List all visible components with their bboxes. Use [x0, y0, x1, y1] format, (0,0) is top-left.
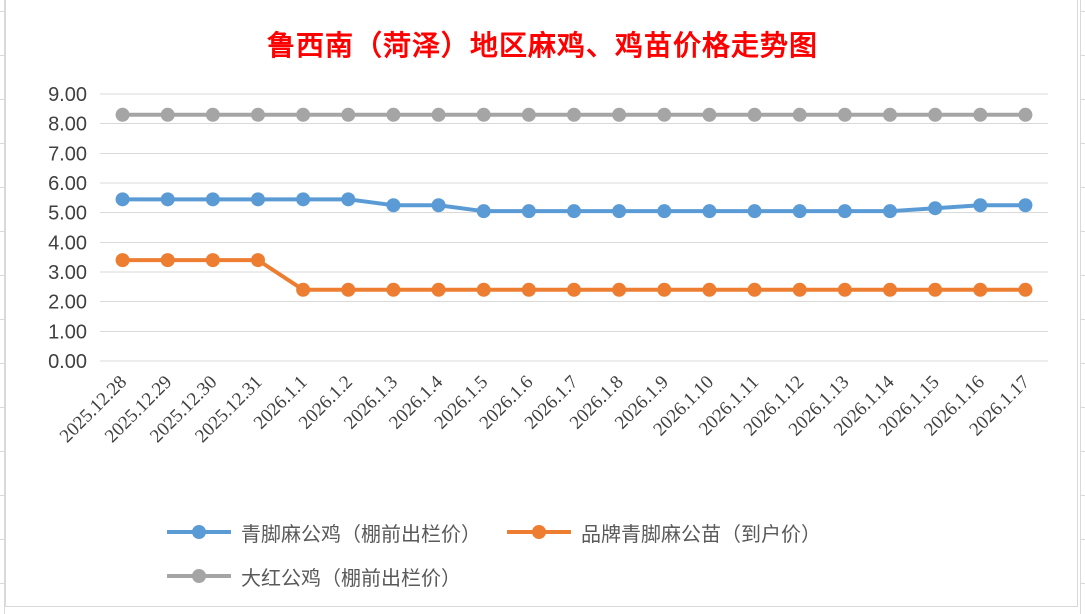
y-axis-tick-label: 4.00: [48, 232, 87, 254]
legend-label: 青脚麻公鸡（棚前出栏价）: [241, 523, 481, 546]
chart-panel: [5, 0, 1078, 607]
series-0-marker: [612, 204, 627, 219]
y-axis-tick-label: 6.00: [48, 173, 87, 195]
series-2-marker: [386, 107, 401, 122]
series-1-marker: [115, 253, 130, 268]
legend-label: 品牌青脚麻公苗（到户价）: [581, 523, 821, 546]
series-1-marker: [205, 253, 220, 268]
y-axis-tick-label: 9.00: [48, 84, 87, 106]
series-0-marker: [115, 192, 130, 207]
series-2-marker: [431, 107, 446, 122]
legend-line-marker-icon: [167, 569, 231, 583]
legend-item-0[interactable]: 青脚麻公鸡（棚前出栏价）: [167, 514, 481, 550]
series-1-marker: [567, 282, 581, 297]
series-1-marker: [476, 282, 491, 297]
worksheet-gridlines-right: [1080, 0, 1085, 614]
series-1-marker: [160, 253, 175, 268]
series-1-marker: [928, 282, 943, 297]
series-0-marker: [205, 192, 220, 207]
series-0-marker: [883, 204, 897, 219]
series-1-marker: [973, 282, 988, 297]
series-0-marker: [973, 198, 988, 213]
series-1-marker: [341, 282, 356, 297]
chart-legend: 青脚麻公鸡（棚前出栏价） 品牌青脚麻公苗（到户价） 大红公鸡（棚前出栏价）: [167, 514, 937, 594]
series-0-marker: [837, 204, 852, 219]
series-1-marker: [792, 282, 807, 297]
series-1-marker: [837, 282, 852, 297]
series-2-marker: [160, 107, 175, 122]
series-2-marker: [973, 107, 988, 122]
legend-line-marker-icon: [507, 525, 571, 539]
series-1-marker: [251, 253, 265, 268]
series-2-marker: [205, 107, 220, 122]
y-axis-tick-label: 3.00: [48, 262, 87, 284]
legend-label: 大红公鸡（棚前出栏价）: [241, 567, 461, 590]
series-2-marker: [747, 107, 762, 122]
series-2-marker: [296, 107, 311, 122]
series-2-marker: [567, 107, 581, 122]
series-1-marker: [296, 282, 311, 297]
series-0-marker: [521, 204, 536, 219]
series-1-marker: [747, 282, 762, 297]
y-axis-tick-label: 0.00: [48, 351, 87, 373]
series-0-marker: [1018, 198, 1033, 213]
series-0-marker: [747, 204, 762, 219]
legend-line-marker-icon: [167, 525, 231, 539]
series-1-marker: [431, 282, 446, 297]
y-axis-tick-label: 5.00: [48, 203, 87, 225]
series-2-marker: [702, 107, 717, 122]
y-axis-tick-label: 2.00: [48, 292, 87, 314]
series-0-marker: [431, 198, 446, 213]
series-0-marker: [792, 204, 807, 219]
series-0-marker: [341, 192, 356, 207]
legend-item-2[interactable]: 大红公鸡（棚前出栏价）: [167, 558, 461, 594]
series-2-marker: [521, 107, 536, 122]
series-2-marker: [251, 107, 265, 122]
series-0-marker: [160, 192, 175, 207]
series-1-marker: [612, 282, 627, 297]
series-2-marker: [792, 107, 807, 122]
y-axis-tick-label: 8.00: [48, 114, 87, 136]
series-2-marker: [115, 107, 130, 122]
series-1-marker: [657, 282, 672, 297]
series-0-marker: [476, 204, 491, 219]
series-0-marker: [251, 192, 265, 207]
y-axis-tick-label: 7.00: [48, 143, 87, 165]
series-0-marker: [567, 204, 581, 219]
series-2-marker: [928, 107, 943, 122]
series-0-marker: [702, 204, 717, 219]
legend-item-1[interactable]: 品牌青脚麻公苗（到户价）: [507, 514, 821, 550]
series-1-marker: [1018, 282, 1033, 297]
worksheet-gridlines-left: [0, 0, 5, 614]
series-0-marker: [928, 201, 943, 216]
series-1-marker: [386, 282, 401, 297]
series-2-marker: [657, 107, 672, 122]
series-2-marker: [341, 107, 356, 122]
series-2-marker: [476, 107, 491, 122]
series-2-marker: [1018, 107, 1033, 122]
series-2-marker: [883, 107, 897, 122]
series-0-marker: [386, 198, 401, 213]
series-1-marker: [883, 282, 897, 297]
series-0-marker: [296, 192, 311, 207]
series-0-marker: [657, 204, 672, 219]
y-axis-tick-label: 1.00: [48, 321, 87, 343]
series-1-marker: [702, 282, 717, 297]
chart-title: 鲁西南（菏泽）地区麻鸡、鸡苗价格走势图: [266, 31, 818, 62]
series-1-marker: [521, 282, 536, 297]
series-2-marker: [837, 107, 852, 122]
series-2-marker: [612, 107, 627, 122]
